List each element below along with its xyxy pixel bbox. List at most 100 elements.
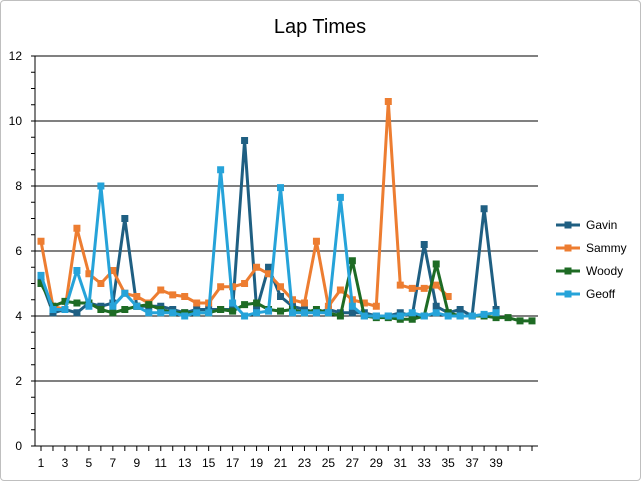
data-point-geoff [97, 182, 105, 190]
data-point-woody [516, 317, 524, 325]
x-tick-label: 15 [202, 456, 216, 470]
legend-label-gavin: Gavin [586, 218, 617, 232]
y-tick-label: 10 [9, 114, 23, 128]
x-tick-label: 39 [489, 456, 503, 470]
data-point-sammy [444, 293, 452, 300]
legend-marker-sammy [564, 244, 572, 252]
data-point-woody [97, 306, 105, 313]
data-point-sammy [396, 281, 404, 289]
legend-marker-gavin [564, 221, 572, 229]
data-point-geoff [217, 166, 225, 174]
data-point-geoff [277, 184, 285, 192]
data-point-sammy [312, 237, 320, 245]
data-point-sammy [253, 263, 261, 271]
chart-title: Lap Times [274, 16, 366, 38]
y-tick-label: 4 [15, 309, 22, 323]
x-tick-label: 1 [38, 456, 45, 470]
data-point-woody [504, 314, 512, 322]
x-tick-label: 7 [110, 456, 117, 470]
data-point-sammy [73, 224, 81, 232]
data-point-sammy [241, 280, 249, 287]
data-point-geoff [336, 193, 344, 201]
data-point-sammy [372, 302, 380, 310]
x-tick-label: 11 [155, 456, 168, 470]
data-point-geoff [492, 309, 500, 317]
data-point-geoff [324, 309, 332, 317]
data-point-geoff [384, 312, 392, 320]
data-point-geoff [205, 309, 213, 317]
y-tick-label: 2 [15, 374, 22, 388]
gridlines [35, 55, 538, 447]
data-point-geoff [456, 312, 464, 320]
data-point-gavin [73, 309, 81, 317]
data-point-sammy [336, 286, 344, 294]
x-tick-label: 29 [370, 456, 384, 470]
y-tick-label: 12 [9, 49, 23, 63]
data-point-gavin [456, 306, 464, 313]
x-tick-label: 25 [322, 456, 336, 470]
data-point-geoff [181, 312, 189, 320]
data-point-geoff [288, 309, 296, 317]
data-point-gavin [420, 241, 428, 248]
data-point-geoff [312, 309, 320, 317]
legend-label-geoff: Geoff [586, 287, 616, 301]
data-point-woody [109, 309, 117, 317]
data-point-geoff [360, 312, 368, 320]
data-point-geoff [229, 299, 237, 307]
x-tick-label: 31 [394, 456, 408, 470]
data-point-sammy [157, 286, 165, 294]
x-tick-label: 37 [465, 456, 479, 470]
legend-item-sammy: Sammy [556, 241, 627, 255]
x-tick-label: 27 [346, 456, 360, 470]
data-point-geoff [420, 312, 428, 320]
data-point-sammy [97, 280, 105, 287]
data-point-sammy [432, 281, 440, 289]
data-point-geoff [109, 302, 117, 310]
data-point-geoff [253, 309, 261, 317]
data-point-geoff [145, 309, 153, 317]
data-point-geoff [348, 302, 356, 310]
data-point-geoff [396, 312, 404, 320]
data-point-geoff [193, 309, 201, 317]
data-point-woody [348, 257, 356, 265]
data-point-sammy [384, 98, 392, 105]
legend-label-sammy: Sammy [586, 241, 627, 255]
data-point-sammy [193, 299, 201, 307]
legend-label-woody: Woody [586, 264, 623, 278]
x-tick-label: 9 [133, 456, 140, 470]
data-point-woody [253, 299, 261, 307]
data-point-woody [37, 280, 45, 287]
x-tick-label: 3 [62, 456, 69, 470]
data-point-geoff [468, 312, 476, 320]
legend-item-woody: Woody [556, 264, 623, 278]
data-point-geoff [133, 302, 141, 310]
data-point-geoff [432, 309, 440, 317]
data-point-gavin [121, 215, 129, 222]
data-point-gavin [241, 137, 249, 144]
x-tick-label: 19 [250, 456, 264, 470]
data-point-sammy [109, 267, 117, 274]
data-point-gavin [432, 302, 440, 310]
data-point-geoff [121, 289, 129, 297]
x-tick-label: 23 [298, 456, 312, 470]
data-point-woody [408, 315, 416, 323]
data-point-woody [121, 306, 129, 313]
data-point-geoff [265, 307, 273, 315]
x-tick-label: 21 [274, 456, 288, 470]
legend: Gavin Sammy Woody Geoff [556, 218, 627, 301]
data-point-woody [492, 314, 500, 322]
data-point-sammy [217, 283, 225, 291]
data-point-gavin [265, 263, 273, 271]
data-point-sammy [37, 237, 45, 245]
data-point-woody [73, 299, 81, 307]
data-point-gavin [480, 205, 488, 213]
data-point-geoff [49, 306, 57, 313]
x-axis: 1 3 5 7 9 11 13 15 17 19 21 23 25 27 29 31 33 35 37 39 [38, 446, 533, 470]
data-point-geoff [480, 310, 488, 318]
data-point-sammy [169, 291, 177, 299]
x-tick-label: 5 [86, 456, 93, 470]
data-point-woody [528, 317, 536, 325]
data-point-geoff [61, 306, 69, 313]
data-point-geoff [241, 312, 249, 320]
